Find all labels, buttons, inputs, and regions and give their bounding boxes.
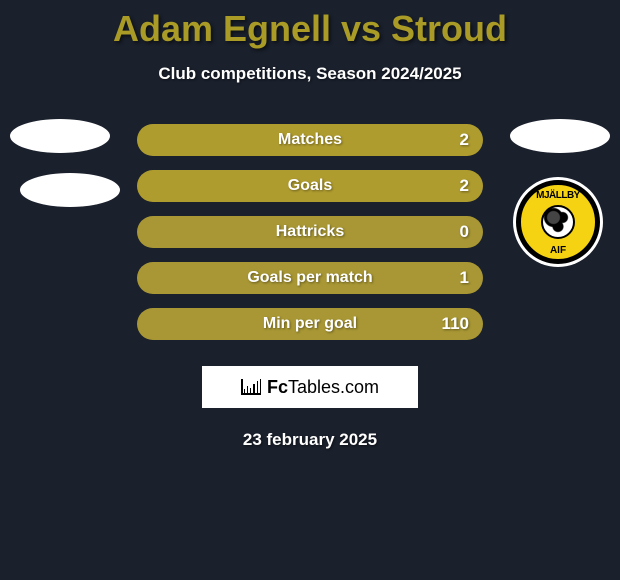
brand-bold: Fc xyxy=(267,377,288,397)
stats-list: Matches 2 Goals 2 Hattricks 0 Goals per match 1… xyxy=(137,124,483,340)
bar-chart-icon xyxy=(241,379,261,395)
stat-right-value: 110 xyxy=(429,314,469,334)
stat-row: Min per goal 110 xyxy=(137,308,483,340)
stat-right-value: 2 xyxy=(429,130,469,150)
stat-label: Goals per match xyxy=(247,269,372,287)
stat-right-value: 0 xyxy=(429,222,469,242)
soccer-ball-icon xyxy=(541,205,575,239)
stat-row: Goals 2 xyxy=(137,170,483,202)
brand-rest: Tables.com xyxy=(288,377,379,397)
stat-right-value: 1 xyxy=(429,268,469,288)
club-badge-inner: MJÄLLBY AIF xyxy=(516,180,600,264)
stat-label: Matches xyxy=(278,131,342,149)
player-left-slot-2 xyxy=(20,173,120,207)
stat-row: Hattricks 0 xyxy=(137,216,483,248)
stat-right-value: 2 xyxy=(429,176,469,196)
page-title: Adam Egnell vs Stroud xyxy=(0,0,620,50)
club-badge: MJÄLLBY AIF xyxy=(513,177,603,267)
player-left-slot-1 xyxy=(10,119,110,153)
stat-row: Matches 2 xyxy=(137,124,483,156)
update-date: 23 february 2025 xyxy=(0,430,620,450)
stat-label: Goals xyxy=(288,177,332,195)
badge-text-top: MJÄLLBY xyxy=(521,190,595,201)
stat-row: Goals per match 1 xyxy=(137,262,483,294)
badge-text-bottom: AIF xyxy=(521,245,595,256)
brand-attribution: FcTables.com xyxy=(202,366,418,408)
brand-text: FcTables.com xyxy=(267,377,379,398)
stat-label: Hattricks xyxy=(276,223,344,241)
stat-label: Min per goal xyxy=(263,315,357,333)
page-subtitle: Club competitions, Season 2024/2025 xyxy=(0,64,620,84)
player-right-slot-1 xyxy=(510,119,610,153)
